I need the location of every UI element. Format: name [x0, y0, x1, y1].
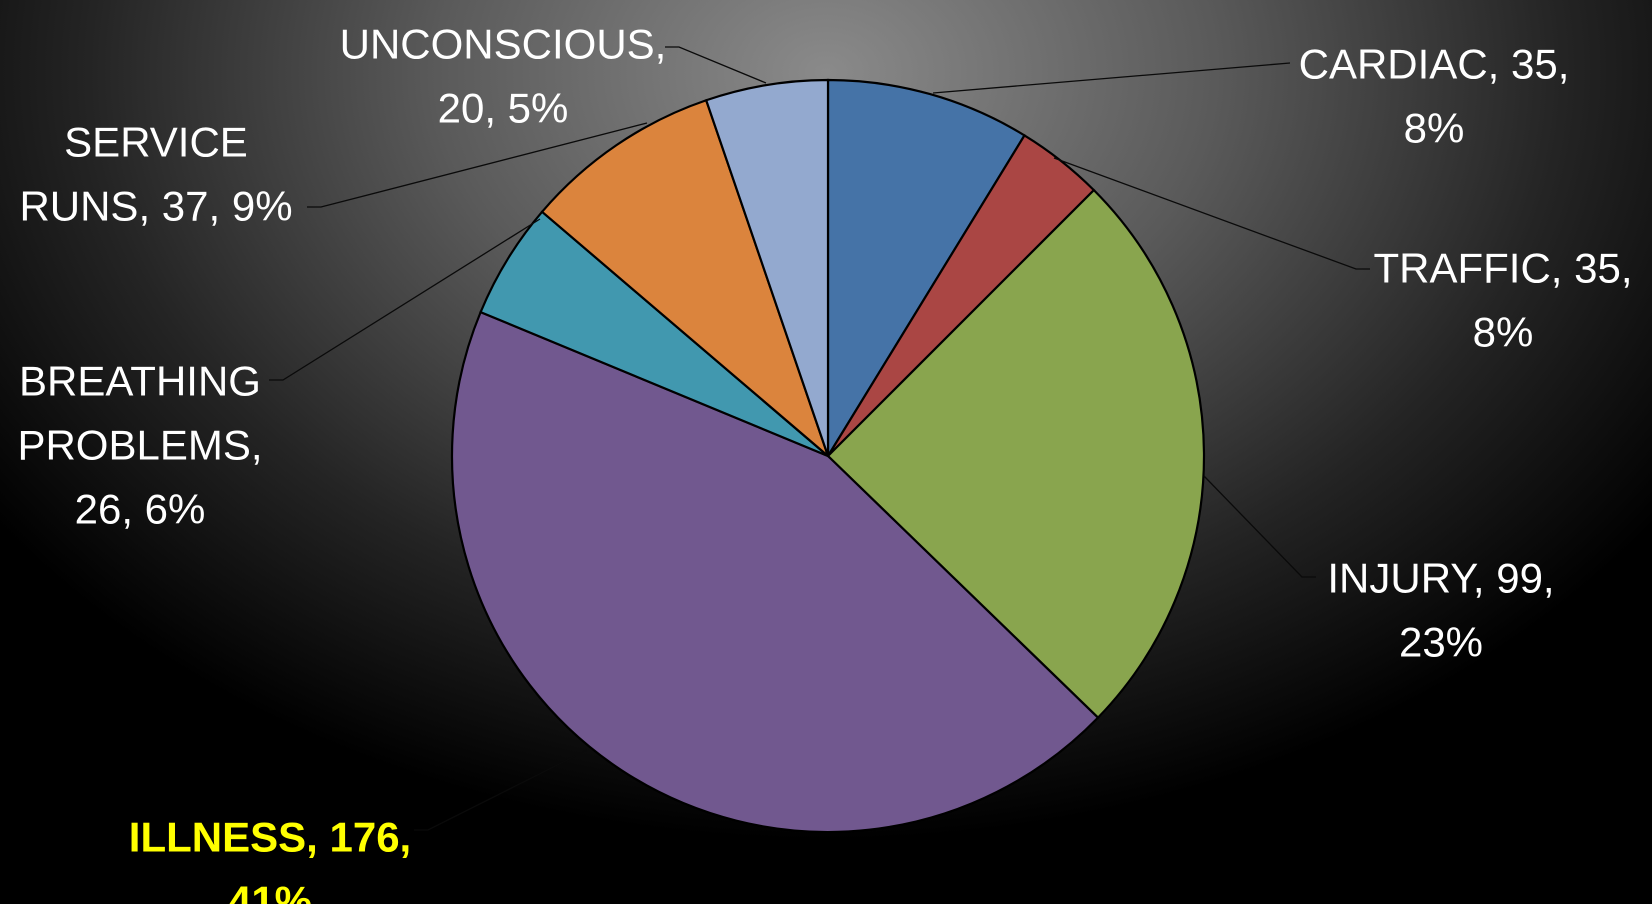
data-label-unconscious: UNCONSCIOUS, 20, 5% — [340, 20, 667, 131]
data-label-line: 20, 5% — [438, 84, 569, 131]
data-label-line: ILLNESS, 176, — [129, 813, 411, 860]
leader-line-cardiac — [932, 62, 1291, 94]
data-label-line: BREATHING — [19, 357, 261, 404]
data-label-line: RUNS, 37, 9% — [19, 182, 292, 229]
data-label-line: 23% — [1399, 618, 1483, 665]
pie-slice-unconscious — [704, 78, 830, 457]
pie-slice-illness — [450, 310, 1100, 834]
data-label-line: CARDIAC, 35, — [1299, 40, 1570, 87]
data-labels: CARDIAC, 35, 8% TRAFFIC, 35, 8% INJURY, 99, 2… — [17, 20, 1632, 904]
data-label-line: SERVICE — [64, 118, 248, 165]
data-label-line: 41% — [228, 877, 312, 904]
leader-line-traffic — [1053, 157, 1370, 270]
pie-slice-service-runs — [540, 98, 831, 460]
data-label-line: INJURY, 99, — [1327, 554, 1554, 601]
leader-line-service-runs — [307, 122, 648, 208]
pie-slice-cardiac — [826, 78, 1026, 460]
data-label-line: TRAFFIC, 35, — [1373, 244, 1632, 291]
pie-slice-injury — [826, 188, 1206, 720]
data-label-line: 26, 6% — [75, 485, 206, 532]
data-label-breathing-problems: BREATHING PROBLEMS, 26, 6% — [17, 357, 262, 532]
leader-lines — [269, 46, 1370, 831]
data-label-injury: INJURY, 99, 23% — [1327, 554, 1554, 665]
data-label-line: 8% — [1404, 104, 1465, 151]
leader-line-unconscious — [665, 46, 767, 84]
data-label-illness: ILLNESS, 176, 41% — [129, 813, 411, 904]
data-label-line: PROBLEMS, — [17, 421, 262, 468]
leader-line-breathing-problems — [269, 218, 541, 381]
data-label-line: UNCONSCIOUS, — [340, 20, 667, 67]
data-label-line: 8% — [1473, 308, 1534, 355]
data-label-cardiac: CARDIAC, 35, 8% — [1299, 40, 1570, 151]
leader-line-illness — [414, 749, 588, 831]
data-label-service-runs: SERVICE RUNS, 37, 9% — [19, 118, 292, 229]
data-label-traffic: TRAFFIC, 35, 8% — [1373, 244, 1632, 355]
pie-slices — [450, 78, 1206, 834]
leader-line-injury — [1203, 475, 1316, 578]
